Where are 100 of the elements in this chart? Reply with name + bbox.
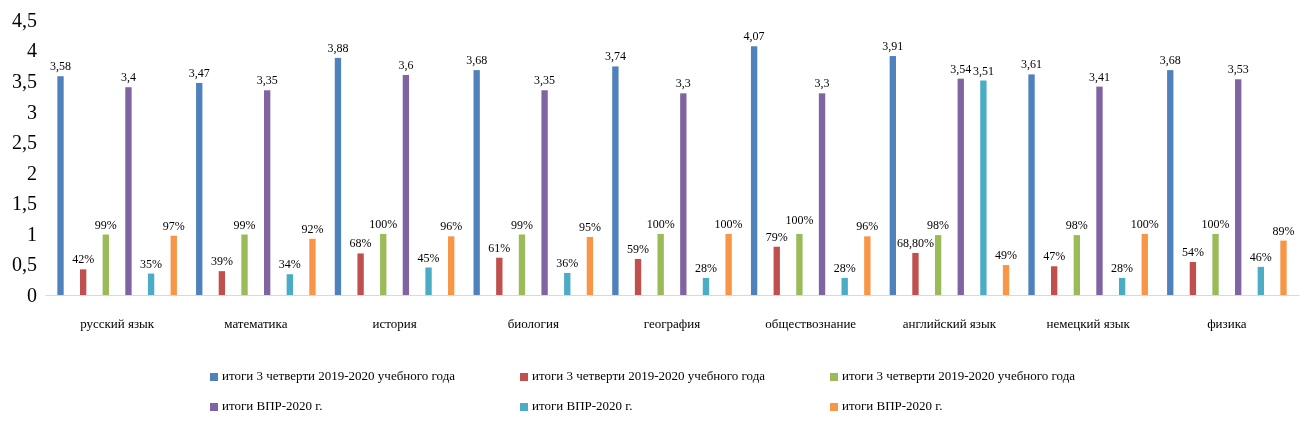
bar xyxy=(241,234,248,295)
data-label: 3,61 xyxy=(1021,57,1043,72)
data-label: 3,41 xyxy=(1088,69,1110,84)
bar xyxy=(196,82,203,295)
data-label: 3,6 xyxy=(398,58,414,72)
y-tick-label: 4,5 xyxy=(12,8,37,31)
bar xyxy=(1028,74,1035,295)
bar xyxy=(864,236,871,295)
y-tick-label: 2 xyxy=(27,161,37,184)
data-label: 3,4 xyxy=(120,70,136,85)
y-tick-label: 3,5 xyxy=(12,70,37,93)
data-label: 3,58 xyxy=(50,59,72,74)
y-tick-label: 4 xyxy=(27,39,37,62)
data-label: 3,91 xyxy=(882,39,904,54)
y-tick-label: 3 xyxy=(27,100,37,123)
data-label: 96% xyxy=(856,219,879,234)
data-label: 36% xyxy=(556,256,579,270)
bar xyxy=(612,66,619,295)
bar xyxy=(1235,79,1242,295)
data-label: 98% xyxy=(1065,218,1088,233)
x-tick-label: история xyxy=(372,316,417,332)
bar xyxy=(980,80,987,295)
data-label: 89% xyxy=(1272,223,1295,238)
bar xyxy=(518,234,526,295)
bar xyxy=(564,273,571,295)
bar xyxy=(57,76,64,295)
data-label: 3,47 xyxy=(188,65,210,80)
data-label: 79% xyxy=(765,229,788,244)
bar xyxy=(147,273,155,295)
x-tick-label: география xyxy=(643,316,701,332)
data-label: 3,88 xyxy=(327,40,349,55)
bar xyxy=(657,233,664,295)
y-tick-label: 0,5 xyxy=(12,253,37,276)
bar xyxy=(1189,262,1197,295)
x-tick-label: английский язык xyxy=(902,316,997,332)
x-tick-label: математика xyxy=(224,316,288,332)
data-label: 46% xyxy=(1249,249,1272,264)
data-label: 28% xyxy=(833,260,856,275)
x-tick-label: биология xyxy=(507,316,559,332)
data-label: 3,68 xyxy=(1159,53,1181,68)
bar xyxy=(448,236,455,295)
legend-label: итоги ВПР-2020 г. xyxy=(222,398,323,413)
bar xyxy=(725,233,732,295)
data-label: 61% xyxy=(488,240,511,255)
bar xyxy=(796,233,803,295)
bar xyxy=(702,277,710,295)
y-tick-label: 1,5 xyxy=(12,192,37,215)
bar xyxy=(125,87,132,295)
bar xyxy=(818,93,826,295)
data-label: 3,51 xyxy=(972,63,994,78)
bar xyxy=(473,70,480,295)
data-label: 3,68 xyxy=(466,53,488,68)
data-label: 99% xyxy=(233,217,256,232)
data-label: 28% xyxy=(694,260,717,275)
bar xyxy=(1096,86,1103,295)
bar xyxy=(170,235,177,295)
bar xyxy=(586,236,594,295)
data-label: 99% xyxy=(510,217,533,232)
data-label: 28% xyxy=(1111,260,1134,275)
data-label: 100% xyxy=(1130,216,1159,231)
bar xyxy=(1280,240,1287,295)
bar xyxy=(934,235,942,295)
bar xyxy=(1118,277,1126,295)
data-label: 96% xyxy=(440,219,463,234)
data-label: 47% xyxy=(1043,249,1066,264)
data-label: 100% xyxy=(1201,216,1230,231)
data-label: 95% xyxy=(578,219,601,234)
data-label: 98% xyxy=(927,218,950,233)
legend-label: итоги 3 четверти 2019-2020 учебного года xyxy=(532,368,766,383)
bar xyxy=(1002,265,1010,295)
data-label: 4,07 xyxy=(743,29,765,44)
data-label: 3,74 xyxy=(604,49,626,64)
bar xyxy=(889,56,896,295)
x-tick-label: физика xyxy=(1207,316,1247,332)
bar xyxy=(912,252,919,295)
bar xyxy=(102,234,109,295)
y-tick-label: 1 xyxy=(27,222,37,245)
bar xyxy=(841,277,848,295)
bar xyxy=(680,93,687,295)
bar xyxy=(750,46,758,295)
data-label: 100% xyxy=(646,216,675,231)
data-label: 68% xyxy=(349,236,372,251)
bar xyxy=(1051,266,1058,295)
data-label: 3,53 xyxy=(1227,62,1249,77)
bar xyxy=(1167,70,1174,295)
data-label: 3,3 xyxy=(675,76,691,91)
data-label: 35% xyxy=(140,256,163,271)
data-label: 49% xyxy=(995,248,1018,263)
bar xyxy=(634,258,642,295)
y-tick-label: 0 xyxy=(27,283,37,306)
bar xyxy=(541,90,548,295)
data-label: 59% xyxy=(627,241,650,256)
data-label: 34% xyxy=(278,257,301,272)
x-tick-label: немецкий язык xyxy=(1046,316,1131,332)
data-label: 42% xyxy=(72,252,95,267)
bar xyxy=(380,233,387,295)
bar xyxy=(357,253,364,295)
x-tick-label: обществознание xyxy=(765,316,857,332)
bar xyxy=(334,57,342,295)
data-label: 3,35 xyxy=(534,73,556,88)
